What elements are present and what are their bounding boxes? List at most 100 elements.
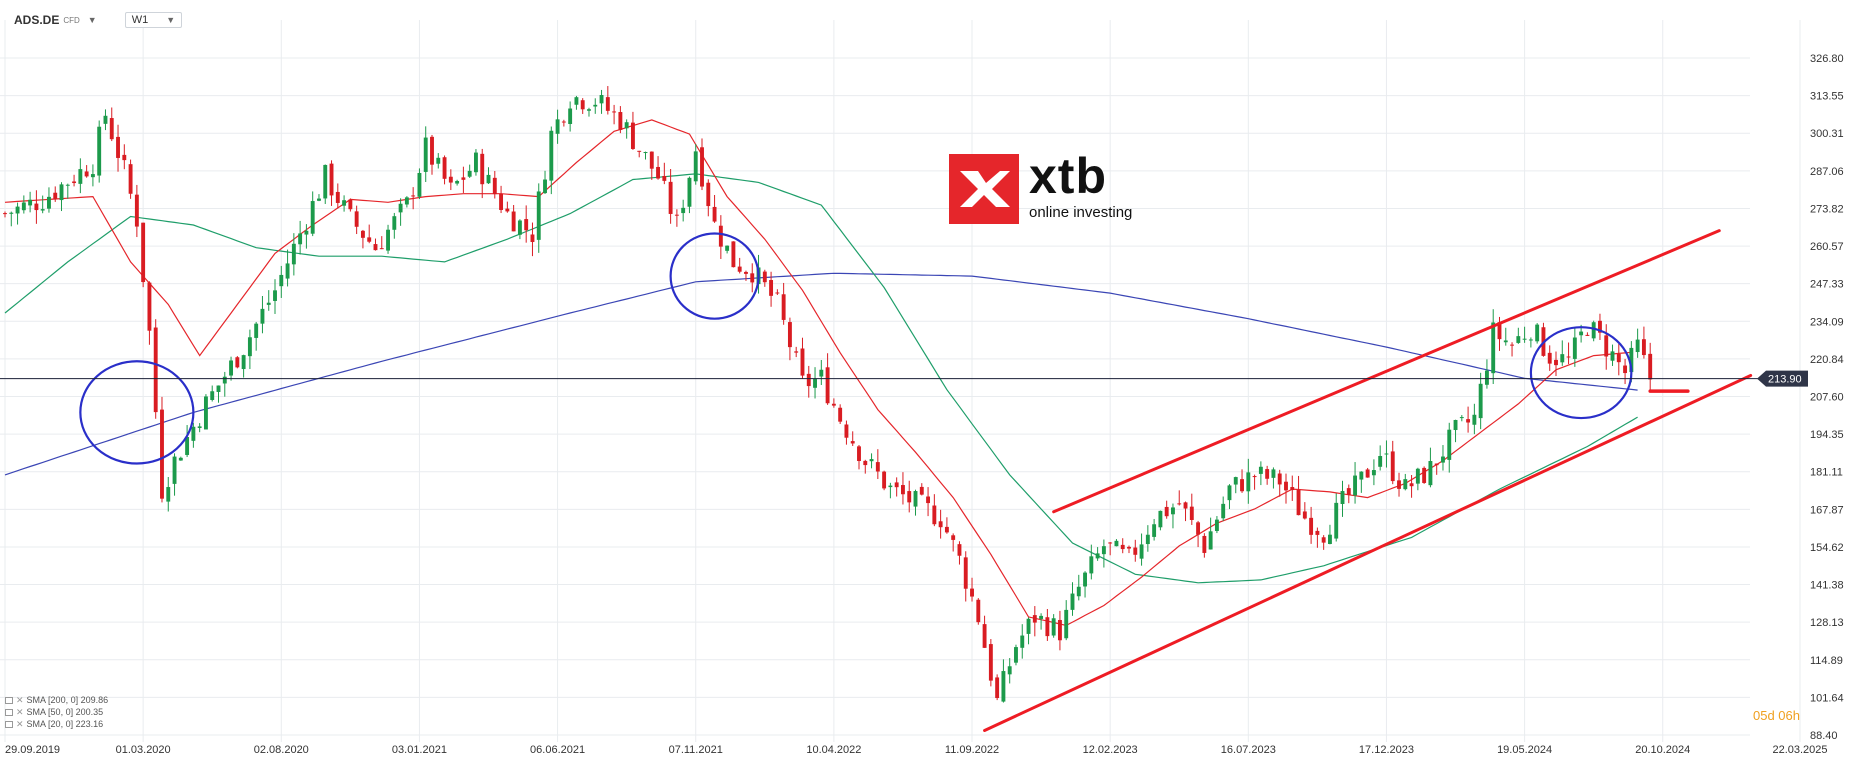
candle-up	[1447, 429, 1452, 460]
candle-down	[379, 248, 384, 250]
candle-down	[618, 112, 623, 130]
candle-down	[882, 471, 887, 489]
legend-item-sma200[interactable]: ✕ SMA [200, 0] 209.86	[5, 694, 108, 706]
symbol-dropdown-icon[interactable]: ▼	[87, 15, 97, 25]
candle-down	[1164, 506, 1169, 517]
candle-down	[1321, 537, 1326, 543]
candle-up	[1114, 540, 1119, 547]
date-axis-label: 17.12.2023	[1359, 744, 1414, 756]
instrument-type-badge: CFD	[63, 15, 80, 25]
candle-up	[888, 485, 893, 488]
price-axis-label: 326.80	[1810, 53, 1844, 65]
date-axis-label: 02.08.2020	[254, 744, 309, 756]
candle-down	[1554, 359, 1558, 366]
candle-up	[1516, 336, 1521, 343]
date-axis-label: 11.09.2022	[945, 744, 999, 756]
candle-up	[1478, 383, 1483, 419]
candle-down	[995, 677, 1000, 699]
candle-up	[1076, 586, 1081, 597]
candle-up	[1145, 534, 1150, 545]
candle-down	[53, 192, 58, 199]
legend-label-sma20: SMA [20, 0] 223.16	[26, 719, 104, 729]
candle-down	[430, 136, 434, 165]
price-axis-label: 207.60	[1810, 392, 1844, 404]
candle-down	[1641, 339, 1646, 356]
symbol-label[interactable]: ADS.DE	[14, 13, 60, 27]
candle-up	[178, 457, 183, 461]
price-axis-label: 101.64	[1810, 692, 1844, 704]
candle-down	[360, 230, 365, 238]
price-axis-label: 88.40	[1810, 730, 1838, 742]
candle-down	[1585, 334, 1590, 336]
candle-down	[787, 322, 792, 348]
candle-down	[806, 373, 811, 387]
xtb-logo-mark	[949, 154, 1019, 224]
candle-down	[649, 151, 654, 169]
candle-up	[185, 437, 190, 455]
indicator-settings-icon[interactable]	[5, 720, 13, 728]
candle-down	[1290, 487, 1295, 491]
candle-down	[1616, 354, 1621, 363]
legend-item-sma50[interactable]: ✕ SMA [50, 0] 200.35	[5, 706, 108, 718]
timeframe-select[interactable]: W1 ▼	[124, 12, 183, 28]
candle-down	[750, 273, 755, 283]
candle-up	[568, 108, 573, 125]
candle-up	[599, 95, 604, 104]
candle-up	[1572, 337, 1577, 359]
candle-up	[103, 115, 108, 124]
candle-up	[1371, 470, 1376, 476]
candle-up	[1579, 331, 1584, 336]
candle-down	[530, 234, 535, 243]
candle-up	[624, 122, 629, 129]
sma20-line	[4, 119, 1632, 627]
remove-indicator-icon[interactable]: ✕	[16, 695, 24, 705]
candle-up	[1051, 618, 1056, 636]
date-axis-label: 22.03.2025	[1772, 744, 1827, 756]
candle-down	[128, 164, 133, 194]
candle-down	[160, 409, 164, 499]
candle-down	[1284, 481, 1288, 491]
candle-up	[1428, 461, 1433, 486]
date-axis-label: 29.09.2019	[5, 744, 60, 756]
candle-down	[838, 407, 843, 422]
candle-down	[674, 214, 679, 216]
candle-up	[681, 207, 686, 214]
candle-up	[342, 200, 347, 206]
candle-down	[932, 505, 937, 525]
price-axis-label: 234.09	[1810, 316, 1844, 328]
candle-up	[1020, 635, 1025, 648]
candle-down	[794, 351, 799, 353]
sma50-line	[4, 173, 1638, 584]
candle-up	[423, 137, 428, 172]
candle-up	[1403, 479, 1408, 490]
sma200-line	[4, 272, 1638, 476]
remove-indicator-icon[interactable]: ✕	[16, 707, 24, 717]
candle-down	[744, 271, 748, 274]
candle-up	[1503, 340, 1508, 343]
indicator-settings-icon[interactable]	[5, 696, 13, 704]
candle-up	[386, 229, 390, 251]
candle-down	[84, 171, 89, 177]
candle-down	[3, 213, 7, 215]
candle-down	[1466, 419, 1471, 423]
candle-down	[1598, 320, 1602, 333]
candle-down	[731, 241, 736, 268]
candle-up	[279, 274, 284, 287]
candle-down	[354, 211, 359, 227]
candle-down	[963, 557, 968, 589]
candle-up	[1083, 572, 1087, 587]
candle-down	[480, 153, 485, 185]
candle-up	[1610, 351, 1615, 361]
candle-down	[1510, 344, 1514, 346]
candle-down	[499, 193, 504, 210]
indicator-legend: ✕ SMA [200, 0] 209.86 ✕ SMA [50, 0] 200.…	[5, 694, 108, 730]
candle-up	[97, 126, 102, 176]
candle-up	[1271, 469, 1276, 478]
remove-indicator-icon[interactable]: ✕	[16, 719, 24, 729]
candle-down	[875, 462, 880, 472]
legend-item-sma20[interactable]: ✕ SMA [20, 0] 223.16	[5, 718, 108, 730]
date-axis-label: 16.07.2023	[1221, 744, 1276, 756]
candle-down	[1309, 517, 1314, 535]
indicator-settings-icon[interactable]	[5, 708, 13, 716]
